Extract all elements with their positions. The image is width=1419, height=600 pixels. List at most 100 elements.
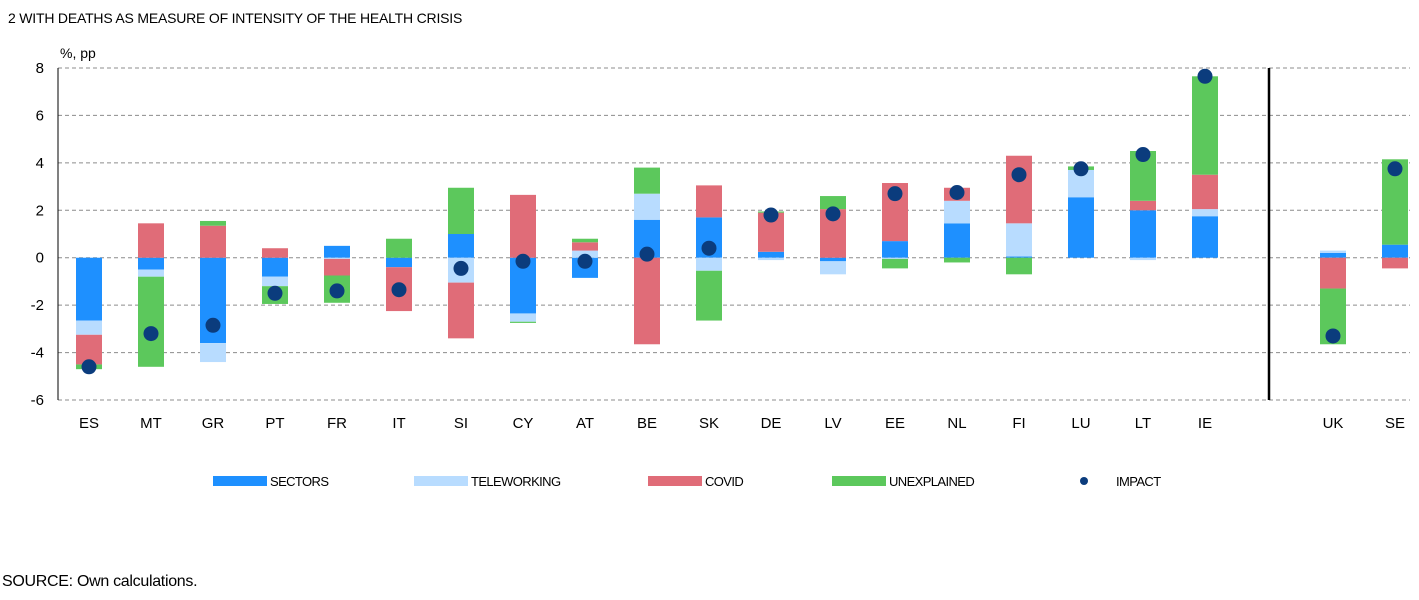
x-tick-label: PT [265,415,284,432]
bar-teleworking-cy [510,313,536,322]
y-tick-label: 8 [36,60,44,77]
bar-teleworking-nl [944,200,970,224]
bar-sectors-nl [944,223,970,258]
bar-sectors-fr [324,245,350,258]
bar-covid-se [1382,257,1408,269]
bar-covid-lt [1130,200,1156,211]
chart-title: 2 WITH DEATHS AS MEASURE OF INTENSITY OF… [8,10,463,26]
bar-teleworking-de [758,257,784,261]
bar-sectors-de [758,251,784,258]
legend-swatch-teleworking [414,476,468,486]
bar-covid-fi [1006,155,1032,224]
impact-dot-be [639,246,655,262]
x-tick-label: UK [1323,415,1344,432]
impact-dot-lt [1135,147,1151,163]
stacked-bar-chart: -6 -4 -2 0 2 4 6 8 %, pp ES MT GR PT FR IT SI CY AT BE SK DE… [31,45,1410,489]
impact-dot-lu [1073,161,1089,177]
bar-teleworking-gr [200,343,226,363]
bar-teleworking-pt [262,276,288,287]
bar-sectors-es [76,257,102,321]
legend-label-covid: COVID [705,474,743,489]
legend-swatch-sectors [213,476,267,486]
x-tick-label: BE [637,415,657,432]
bar-sectors-ie [1192,216,1218,258]
y-tick-label: 4 [36,155,44,172]
impact-dot-uk [1325,328,1341,344]
impact-dot-si [453,260,469,276]
impact-dot-it [391,282,407,298]
bar-sectors-lv [820,257,846,262]
impact-dot-at [577,253,593,269]
bar-covid-pt [262,248,288,258]
x-tick-label: AT [576,415,594,432]
bar-teleworking-uk [1320,250,1346,253]
bar-unexplained-nl [944,257,970,263]
x-tick-label: FI [1012,415,1025,432]
bar-covid-si [448,282,474,339]
bar-unexplained-mt [138,276,164,367]
bar-unexplained-be [634,167,660,194]
legend-label-sectors: SECTORS [270,474,329,489]
impact-dot-se [1387,161,1403,177]
x-tick-label: ES [79,415,99,432]
legend-label-teleworking: TELEWORKING [471,474,561,489]
bar-sectors-lu [1068,197,1094,258]
bar-sectors-fi [1006,256,1032,258]
impact-dot-es [81,359,97,375]
x-tick-label: SI [454,415,468,432]
x-tick-label: SE [1385,415,1405,432]
impact-dot-fr [329,283,345,299]
bar-unexplained-sk [696,270,722,321]
impact-dot-ie [1197,68,1213,84]
bar-unexplained-ee [882,258,908,269]
y-tick-label: -6 [31,392,44,409]
bar-teleworking-mt [138,269,164,277]
y-tick-label: -2 [31,297,44,314]
bar-unexplained-at [572,238,598,243]
x-tick-label: IE [1198,415,1212,432]
bar-unexplained-lv [820,196,846,210]
impact-dot-de [763,207,779,223]
legend-swatch-impact [1080,477,1088,485]
bar-covid-be [634,257,660,345]
bar-teleworking-ee [882,257,908,259]
bar-sectors-lt [1130,210,1156,258]
bar-unexplained-fi [1006,257,1032,275]
bar-sectors-mt [138,257,164,270]
x-tick-label: MT [140,415,162,432]
legend-label-unexplained: UNEXPLAINED [889,474,974,489]
x-tick-label: SK [699,415,719,432]
impact-dot-fi [1011,167,1027,183]
legend-swatch-unexplained [832,476,886,486]
bar-sectors-si [448,234,474,258]
bar-covid-mt [138,223,164,258]
x-tick-label: NL [947,415,966,432]
bar-sectors-ee [882,241,908,258]
bar-unexplained-gr [200,220,226,226]
x-tick-label: LT [1135,415,1151,432]
bar-teleworking-ie [1192,209,1218,217]
bar-teleworking-lv [820,261,846,275]
bar-covid-gr [200,225,226,258]
bar-unexplained-cy [510,321,536,323]
x-tick-label: LU [1071,415,1090,432]
bar-unexplained-it [386,238,412,258]
x-tick-label: FR [327,415,347,432]
x-tick-label: LV [824,415,841,432]
x-tick-label: GR [202,415,225,432]
x-tick-label: EE [885,415,905,432]
impact-dot-cy [515,253,531,269]
x-tick-label: DE [761,415,782,432]
bar-sectors-it [386,257,412,268]
bar-unexplained-ie [1192,76,1218,175]
bar-teleworking-sk [696,257,722,271]
legend-swatch-covid [648,476,702,486]
bar-teleworking-be [634,193,660,220]
bar-sectors-uk [1320,252,1346,258]
source-note: SOURCE: Own calculations. [2,573,198,590]
bar-teleworking-fi [1006,223,1032,257]
impact-dot-mt [143,326,159,342]
bar-teleworking-es [76,320,102,335]
bar-covid-at [572,242,598,251]
bar-covid-cy [510,194,536,258]
